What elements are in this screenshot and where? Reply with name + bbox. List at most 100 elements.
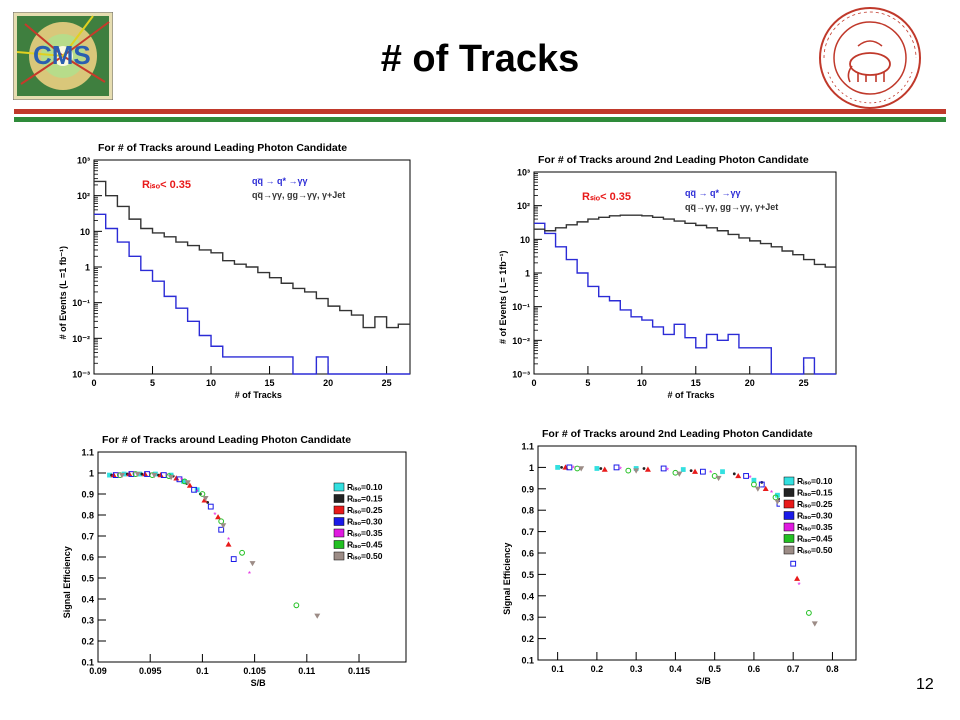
legend-entry: Rᵢₛₒ=0.25 <box>797 499 833 509</box>
y-tick-label: 0.1 <box>81 658 94 668</box>
y-tick-label: 10⁻² <box>72 334 90 344</box>
data-point <box>774 499 781 505</box>
data-point <box>775 492 780 498</box>
data-point <box>220 523 227 529</box>
x-tick-label: 5 <box>150 378 155 388</box>
data-point <box>762 485 769 491</box>
data-point <box>181 479 187 484</box>
data-point <box>160 472 167 479</box>
data-point <box>119 472 126 479</box>
data-point: * <box>213 511 216 520</box>
legend-entry: Rᵢₛₒ=0.35 <box>347 528 383 538</box>
legend-entry: Rᵢₛₒ=0.15 <box>797 488 833 498</box>
data-point <box>578 466 585 472</box>
data-point <box>754 486 761 492</box>
data-point <box>168 475 175 481</box>
data-point <box>743 473 749 479</box>
legend-entry: qq̅ → q* →γγ <box>252 176 308 186</box>
histogram-series-signal <box>534 222 836 375</box>
y-tick-label: 10⁻³ <box>512 370 530 380</box>
legend-entry: Rᵢₛₒ=0.10 <box>347 482 383 492</box>
data-point <box>790 560 797 567</box>
header-rule-green <box>14 117 946 122</box>
data-point: * <box>196 488 199 497</box>
data-point <box>751 477 757 483</box>
data-point <box>191 486 197 493</box>
y-tick-label: 0.3 <box>81 616 94 626</box>
legend-swatch <box>783 511 795 520</box>
y-tick-label: 1.1 <box>521 442 534 452</box>
data-point <box>176 476 183 483</box>
data-point <box>601 466 608 472</box>
y-tick-label: 0.2 <box>81 637 94 647</box>
y-tick-label: 10⁻¹ <box>72 298 90 308</box>
legend-entry: Rᵢₛₒ=0.15 <box>347 494 383 504</box>
y-tick-label: 0.1 <box>521 656 534 666</box>
y-tick-label: 10⁻³ <box>72 370 90 380</box>
chart-title: For # of Tracks around Leading Photon Ca… <box>102 434 351 446</box>
x-tick-label: 15 <box>691 378 701 388</box>
x-axis-label: # of Tracks <box>235 390 282 400</box>
cms-logo: CMS <box>12 11 114 101</box>
data-point <box>660 465 667 472</box>
legend-entry: Rᵢₛₒ=0.10 <box>797 476 833 486</box>
x-tick-label: 0 <box>531 378 536 388</box>
data-point: * <box>572 464 575 473</box>
y-tick-label: 0.4 <box>521 591 534 601</box>
legend-swatch <box>333 494 345 503</box>
legend-entry: qq̅ → q* →γγ <box>685 188 741 198</box>
y-tick-label: 0.3 <box>521 613 534 623</box>
histogram-series-background <box>534 214 836 268</box>
y-tick-label: 1 <box>529 463 534 473</box>
x-tick-label: 0.4 <box>669 664 682 674</box>
data-point <box>137 471 143 477</box>
legend-swatch <box>333 528 345 538</box>
x-tick-label: 5 <box>585 378 590 388</box>
data-point <box>642 467 646 470</box>
data-point <box>594 466 600 471</box>
legend-swatch <box>333 505 345 515</box>
data-point <box>680 467 686 472</box>
y-tick-label: 10² <box>517 201 530 211</box>
x-tick-label: 0.1 <box>196 666 209 676</box>
data-point <box>128 471 135 477</box>
data-point <box>184 480 191 486</box>
y-tick-label: 10³ <box>517 168 530 178</box>
data-point <box>314 613 321 619</box>
data-point <box>676 471 683 477</box>
legend-swatch <box>783 534 795 543</box>
x-tick-label: 0.095 <box>139 666 162 676</box>
riso-cut-annotation: Rᵢₛₒ< 0.35 <box>142 179 191 191</box>
x-tick-label: 15 <box>265 378 275 388</box>
legend-entry: Rᵢₛₒ=0.25 <box>347 505 383 515</box>
data-point <box>215 514 222 520</box>
y-tick-label: 0.8 <box>521 506 534 516</box>
x-tick-label: 0.09 <box>89 666 107 676</box>
x-tick-label: 10 <box>206 378 216 388</box>
data-point <box>758 481 765 488</box>
data-point <box>566 464 573 471</box>
x-axis-label: S/B <box>251 678 267 688</box>
data-point: * <box>709 469 712 478</box>
legend-swatch <box>333 540 345 549</box>
y-tick-label: 0.8 <box>81 511 94 521</box>
x-tick-label: 0.11 <box>298 666 315 676</box>
y-tick-label: 1 <box>85 263 90 273</box>
x-axis-label: S/B <box>696 676 712 686</box>
legend-swatch <box>783 499 795 509</box>
legend-entry: Rᵢₛₒ=0.30 <box>797 511 833 521</box>
legend-entry: Rᵢₛₒ=0.45 <box>347 540 383 550</box>
data-point <box>249 561 256 567</box>
legend-swatch <box>333 482 345 492</box>
y-tick-label: 10 <box>80 227 90 237</box>
data-point <box>173 475 180 481</box>
data-point <box>732 472 736 476</box>
y-tick-label: 1.1 <box>81 448 94 458</box>
data-point <box>811 621 818 627</box>
data-point <box>735 472 742 479</box>
legend-entry: Rᵢₛₒ=0.50 <box>347 551 383 561</box>
data-point <box>633 468 640 474</box>
data-point <box>230 556 237 562</box>
x-tick-label: 0.1 <box>551 664 564 674</box>
legend-swatch <box>333 517 345 526</box>
